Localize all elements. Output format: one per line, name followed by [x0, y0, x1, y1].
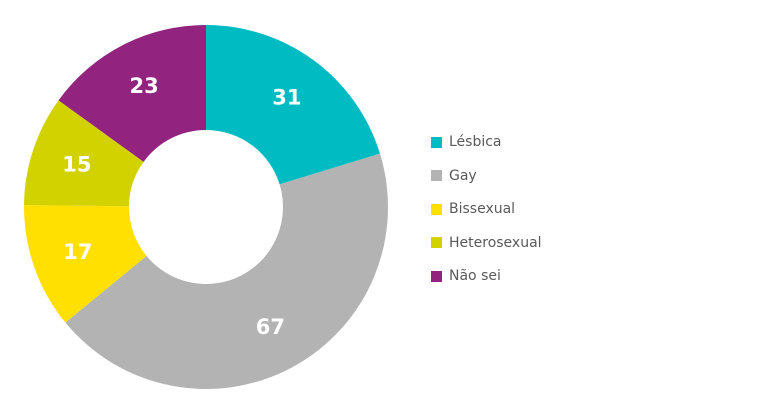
- legend-label: Heterosexual: [449, 234, 542, 251]
- legend-swatch: [431, 170, 442, 181]
- data-label-lesbica: 31: [272, 86, 301, 110]
- legend-item-nao-sei: Não sei: [431, 265, 542, 287]
- legend-item-heterosexual: Heterosexual: [431, 232, 542, 254]
- donut-slices: [23, 25, 388, 389]
- legend-swatch: [431, 203, 442, 215]
- legend-item-lesbica: Lésbica: [431, 131, 542, 153]
- legend-swatch: [431, 237, 442, 248]
- donut-chart: 31 67 17 15 23: [23, 25, 388, 389]
- donut-slice-bissexual: [23, 205, 147, 323]
- donut-slice-gay: [65, 153, 388, 389]
- legend-item-gay: Gay: [431, 165, 542, 187]
- data-label-bissexual: 17: [63, 240, 92, 264]
- donut-data-labels: 31 67 17 15 23: [62, 74, 301, 339]
- legend-item-bissexual: Bissexual: [431, 198, 542, 220]
- legend-label: Gay: [449, 167, 477, 184]
- legend: Lésbica Gay Bissexual Heterosexual Não s…: [431, 131, 542, 299]
- legend-label: Bissexual: [449, 201, 516, 217]
- legend-label: Não sei: [449, 268, 501, 284]
- legend-label: Lésbica: [449, 134, 502, 150]
- donut-slice-nao-sei: [58, 25, 207, 162]
- legend-swatch: [431, 136, 442, 148]
- data-label-nao-sei: 23: [130, 74, 159, 98]
- data-label-gay: 67: [256, 315, 285, 339]
- donut-slice-heterosexual: [24, 100, 144, 207]
- legend-swatch: [431, 270, 442, 282]
- donut-slice-lesbica: [206, 25, 380, 185]
- data-label-heterosexual: 15: [62, 152, 91, 176]
